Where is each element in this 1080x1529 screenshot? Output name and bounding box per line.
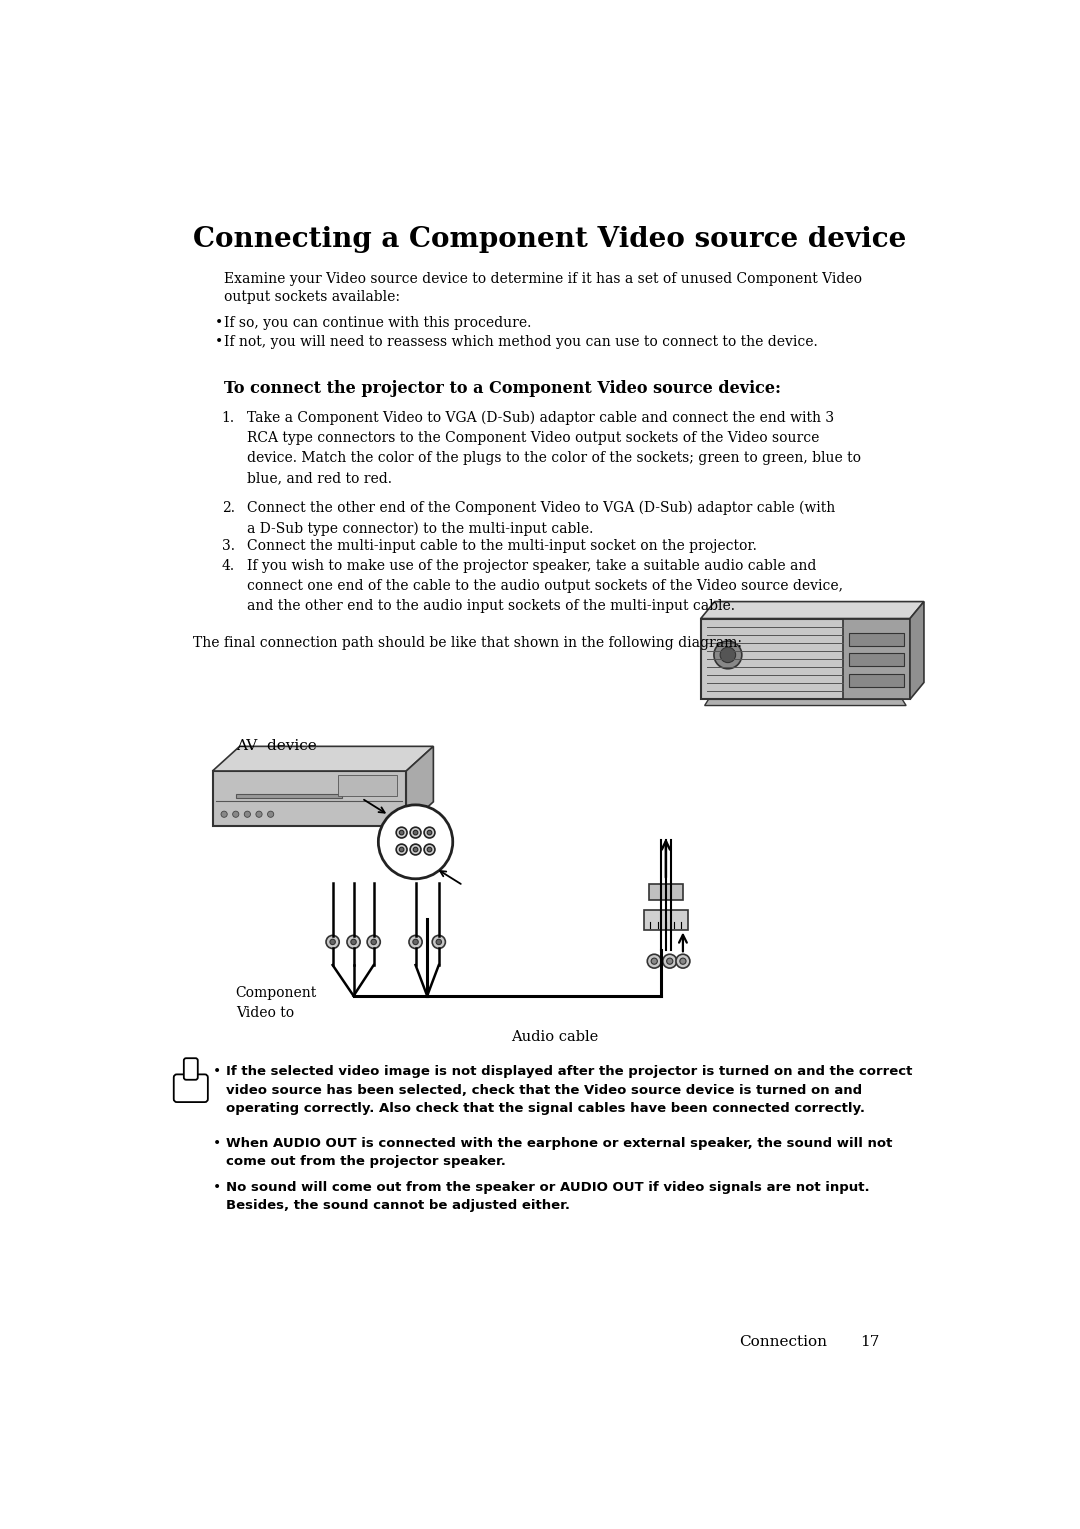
Circle shape	[647, 954, 661, 968]
Polygon shape	[910, 601, 924, 699]
Text: If not, you will need to reassess which method you can use to connect to the dev: If not, you will need to reassess which …	[225, 335, 818, 349]
Text: 4.: 4.	[221, 560, 235, 573]
Circle shape	[663, 954, 677, 968]
Text: Video to: Video to	[235, 1006, 294, 1020]
Bar	[849, 653, 904, 667]
Circle shape	[256, 812, 262, 818]
Circle shape	[410, 827, 421, 838]
Circle shape	[679, 959, 686, 965]
Text: Connection: Connection	[740, 1335, 827, 1349]
Circle shape	[347, 936, 360, 948]
Circle shape	[651, 959, 658, 965]
Circle shape	[410, 844, 421, 855]
Circle shape	[372, 939, 377, 945]
Text: •: •	[215, 335, 224, 349]
Text: 1.: 1.	[221, 411, 235, 425]
Text: AV  device: AV device	[235, 740, 316, 754]
Circle shape	[666, 959, 673, 965]
Text: To connect the projector to a Component Video source device:: To connect the projector to a Component …	[225, 379, 781, 398]
Bar	[849, 633, 904, 645]
Circle shape	[329, 939, 335, 945]
Circle shape	[351, 939, 356, 945]
Polygon shape	[701, 601, 924, 619]
Text: •: •	[213, 1136, 220, 1151]
Circle shape	[714, 641, 742, 668]
Polygon shape	[704, 699, 906, 705]
Text: Connecting a Component Video source device: Connecting a Component Video source devi…	[193, 226, 906, 252]
Circle shape	[396, 844, 407, 855]
Circle shape	[409, 936, 422, 948]
Text: No sound will come out from the speaker or AUDIO OUT if video signals are not in: No sound will come out from the speaker …	[227, 1180, 870, 1212]
Circle shape	[244, 812, 251, 818]
Text: •: •	[213, 1180, 220, 1194]
Circle shape	[436, 939, 442, 945]
Circle shape	[432, 936, 445, 948]
Circle shape	[676, 954, 690, 968]
Bar	[213, 771, 406, 827]
Circle shape	[424, 844, 435, 855]
Circle shape	[720, 647, 735, 662]
Text: Examine your Video source device to determine if it has a set of unused Componen: Examine your Video source device to dete…	[225, 272, 862, 286]
Text: •: •	[213, 1066, 220, 1079]
Text: •: •	[215, 317, 224, 330]
Circle shape	[428, 830, 432, 835]
Circle shape	[413, 939, 418, 945]
Circle shape	[232, 812, 239, 818]
Text: Component: Component	[235, 986, 318, 1000]
Circle shape	[424, 827, 435, 838]
Polygon shape	[213, 746, 433, 771]
Text: If you wish to make use of the projector speaker, take a suitable audio cable an: If you wish to make use of the projector…	[247, 560, 843, 613]
Text: 2.: 2.	[221, 500, 234, 515]
FancyBboxPatch shape	[184, 1058, 198, 1079]
Circle shape	[414, 847, 418, 852]
Circle shape	[400, 847, 404, 852]
Bar	[338, 775, 396, 797]
Circle shape	[396, 827, 407, 838]
Circle shape	[428, 847, 432, 852]
Circle shape	[221, 812, 227, 818]
Bar	[235, 794, 342, 798]
Bar	[843, 619, 910, 699]
Text: If so, you can continue with this procedure.: If so, you can continue with this proced…	[225, 317, 531, 330]
Text: Connect the multi-input cable to the multi-input socket on the projector.: Connect the multi-input cable to the mul…	[247, 540, 757, 553]
Circle shape	[268, 812, 273, 818]
Circle shape	[326, 936, 339, 948]
Bar	[701, 619, 910, 699]
Text: If the selected video image is not displayed after the projector is turned on an: If the selected video image is not displ…	[227, 1066, 913, 1115]
Text: Take a Component Video to VGA (D-Sub) adaptor cable and connect the end with 3
R: Take a Component Video to VGA (D-Sub) ad…	[247, 411, 862, 485]
FancyBboxPatch shape	[174, 1075, 207, 1102]
Circle shape	[414, 830, 418, 835]
Circle shape	[367, 936, 380, 948]
Text: Audio cable: Audio cable	[511, 1031, 598, 1044]
Text: output sockets available:: output sockets available:	[225, 289, 400, 304]
Circle shape	[400, 830, 404, 835]
Text: 17: 17	[860, 1335, 879, 1349]
Bar	[849, 674, 904, 687]
Polygon shape	[406, 746, 433, 827]
Circle shape	[378, 804, 453, 879]
Bar	[649, 884, 683, 899]
Text: The final connection path should be like that shown in the following diagram:: The final connection path should be like…	[193, 636, 742, 650]
Bar	[644, 910, 688, 930]
Text: Connect the other end of the Component Video to VGA (D-Sub) adaptor cable (with
: Connect the other end of the Component V…	[247, 500, 836, 535]
Text: 3.: 3.	[221, 540, 234, 553]
Text: When AUDIO OUT is connected with the earphone or external speaker, the sound wil: When AUDIO OUT is connected with the ear…	[227, 1136, 893, 1168]
